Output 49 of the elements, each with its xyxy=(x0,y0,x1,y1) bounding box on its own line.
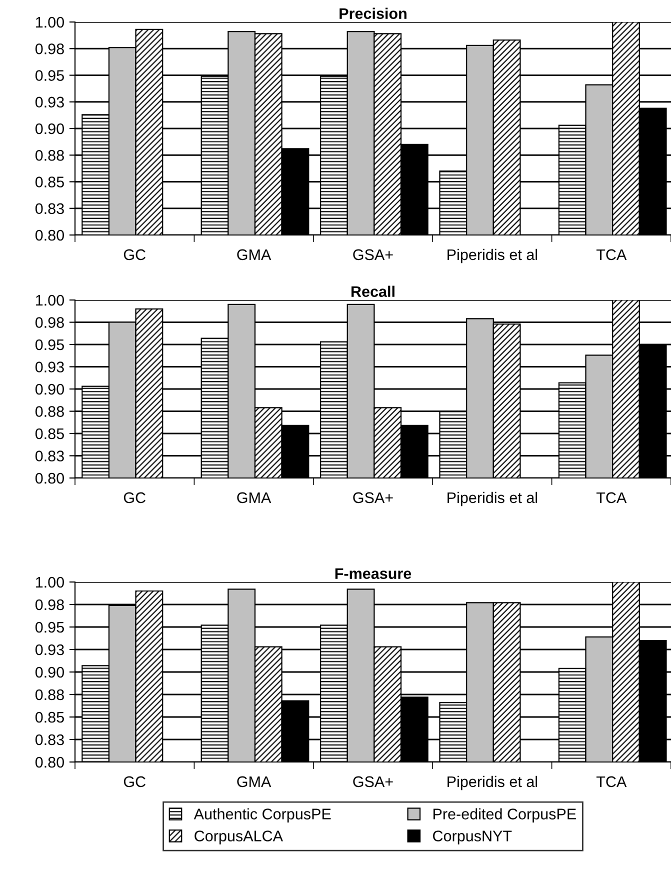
y-tick-label: 0.93 xyxy=(35,362,64,372)
x-tick-label: GMA xyxy=(237,249,272,260)
x-tick-label: GSA+ xyxy=(353,776,393,788)
legend-label: Pre-edited CorpusPE xyxy=(434,808,576,822)
x-tick-label: GC xyxy=(124,776,146,788)
y-tick-label: 0.80 xyxy=(35,230,64,241)
y-tick-label: 0.88 xyxy=(35,689,64,700)
y-tick-label: 0.85 xyxy=(35,176,64,188)
y-tick-label: 0.98 xyxy=(35,43,64,54)
x-tick-label: Piperidis et al xyxy=(448,492,538,506)
y-tick-label: 0.90 xyxy=(35,123,64,134)
x-tick-label: GSA+ xyxy=(353,492,393,504)
y-tick-label: 0.95 xyxy=(35,70,64,81)
legend-label: Authentic CorpusPE xyxy=(194,808,331,822)
y-tick-label: 0.85 xyxy=(35,428,64,440)
legend-label: CorpusNYT xyxy=(433,830,512,844)
y-tick-label: 0.83 xyxy=(35,203,64,214)
x-tick-label: GMA xyxy=(237,492,272,504)
y-tick-label: 0.85 xyxy=(35,712,64,723)
y-tick-label: 0.90 xyxy=(35,384,64,395)
y-tick-label: 0.98 xyxy=(35,599,64,610)
x-tick-label: Piperidis et al xyxy=(448,776,538,790)
legend-label: CorpusALCA xyxy=(194,830,283,844)
x-tick-label: GC xyxy=(124,249,146,260)
y-tick-label: 0.98 xyxy=(35,317,64,328)
chart-title: Recall xyxy=(352,286,394,297)
y-tick-label: 1.00 xyxy=(36,576,64,588)
y-tick-label: 1.00 xyxy=(36,294,64,306)
x-tick-label: GSA+ xyxy=(353,249,393,260)
y-tick-label: 1.00 xyxy=(36,16,64,28)
y-tick-label: 0.83 xyxy=(35,734,64,746)
y-tick-label: 0.88 xyxy=(35,150,64,161)
x-tick-label: GC xyxy=(124,492,146,504)
y-tick-label: 0.90 xyxy=(35,666,64,678)
x-tick-label: GMA xyxy=(237,776,272,788)
y-tick-label: 0.95 xyxy=(35,339,64,350)
y-tick-label: 0.88 xyxy=(35,406,64,417)
chart-title: F-measure xyxy=(335,568,412,579)
y-tick-label: 0.83 xyxy=(35,450,64,462)
chart-title: Precision xyxy=(340,8,406,19)
y-tick-label: 0.95 xyxy=(35,622,64,633)
x-tick-label: TCA xyxy=(596,492,627,504)
x-tick-label: Piperidis et al xyxy=(448,248,538,264)
x-tick-label: TCA xyxy=(596,249,627,260)
y-tick-label: 0.93 xyxy=(35,644,64,656)
x-tick-label: TCA xyxy=(596,776,627,788)
y-tick-label: 0.93 xyxy=(35,96,64,108)
y-tick-label: 0.80 xyxy=(35,756,64,768)
y-tick-label: 0.80 xyxy=(35,472,64,484)
